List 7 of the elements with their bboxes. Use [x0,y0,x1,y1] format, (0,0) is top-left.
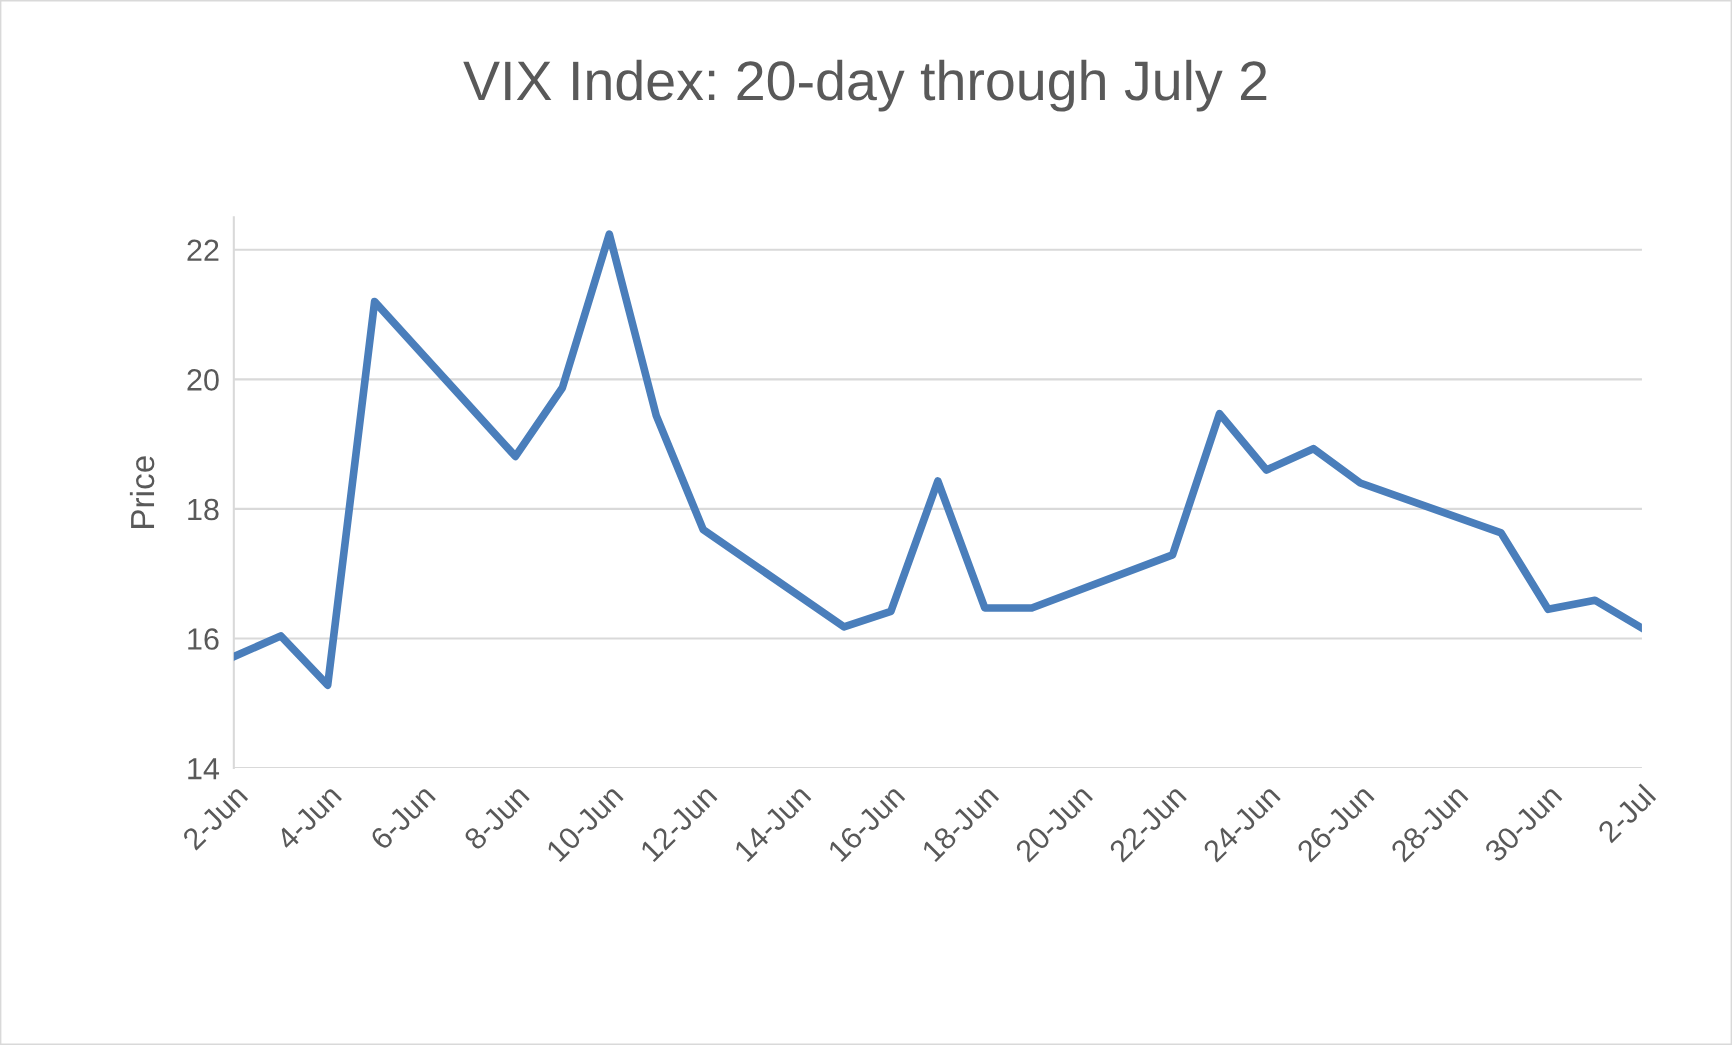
y-tick-label: 16 [188,628,219,650]
y-tick-label: 14 [188,758,220,780]
y-tick-label: 22 [187,239,219,261]
chart-title: VIX Index: 20-day through July 2 [463,59,1267,112]
y-axis-title: Price [129,456,155,528]
y-tick-label: 20 [187,369,219,391]
y-tick-label: 18 [188,498,219,521]
